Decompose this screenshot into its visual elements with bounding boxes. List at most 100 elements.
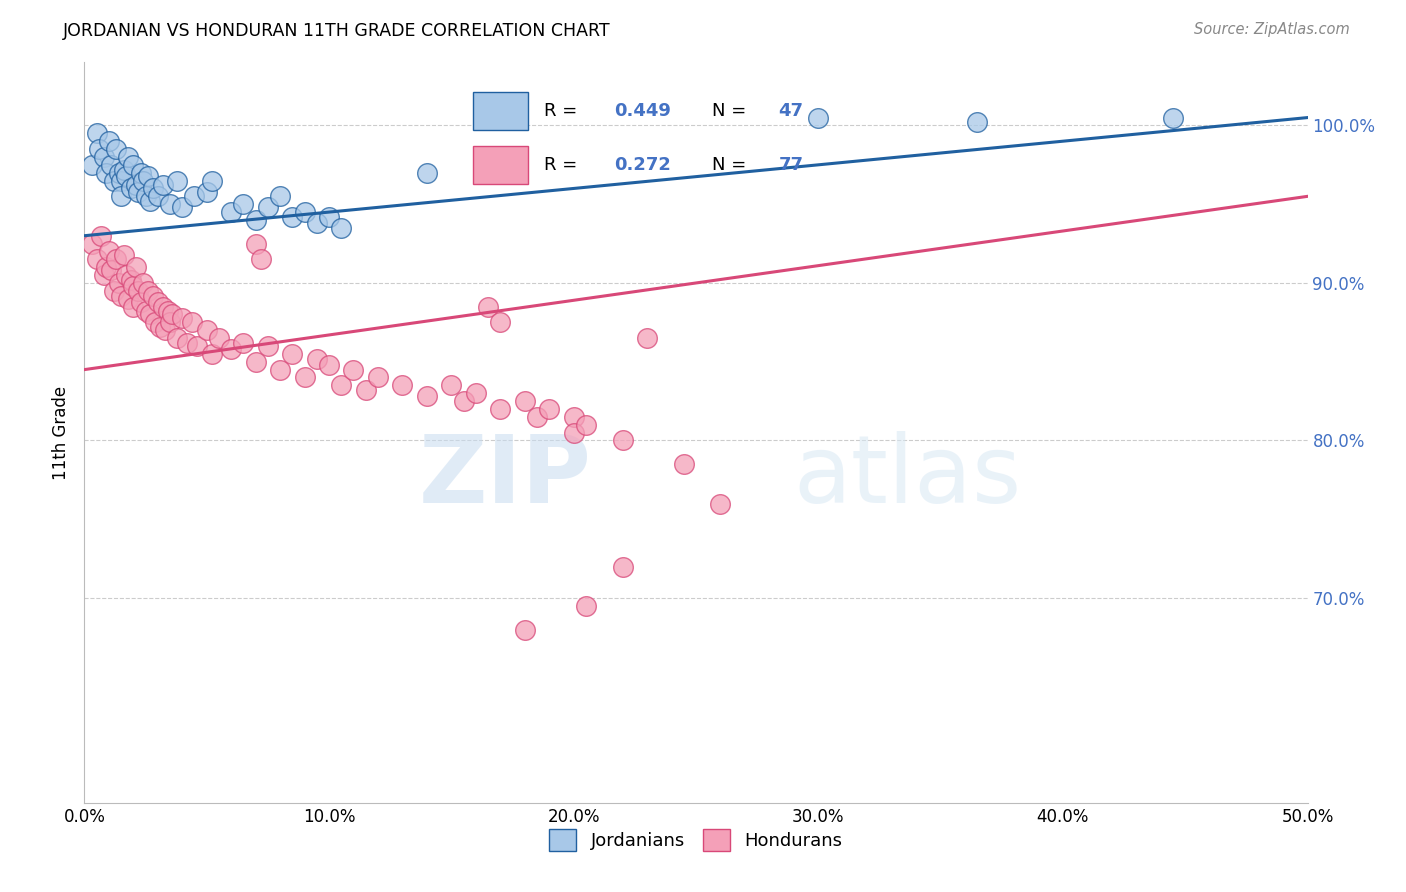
- Point: [562, 409, 585, 424]
- Point: [127, 185, 149, 199]
- Point: [93, 268, 115, 282]
- Point: [807, 111, 830, 125]
- Point: [416, 166, 439, 180]
- Point: [183, 189, 205, 203]
- Point: [112, 247, 135, 261]
- Point: [107, 276, 129, 290]
- Point: [103, 173, 125, 187]
- Point: [143, 315, 166, 329]
- Point: [122, 300, 145, 314]
- Point: [477, 300, 499, 314]
- Point: [245, 236, 267, 251]
- Point: [105, 142, 128, 156]
- Point: [257, 200, 280, 214]
- Point: [96, 166, 118, 180]
- Point: [294, 205, 316, 219]
- Point: [249, 252, 271, 267]
- Point: [416, 389, 439, 403]
- Point: [966, 115, 988, 129]
- Text: atlas: atlas: [794, 431, 1022, 523]
- Point: [146, 294, 169, 309]
- Point: [575, 417, 598, 432]
- Point: [129, 294, 152, 309]
- Point: [281, 210, 304, 224]
- Point: [122, 158, 145, 172]
- Y-axis label: 11th Grade: 11th Grade: [52, 385, 70, 480]
- Point: [367, 370, 389, 384]
- Point: [176, 335, 198, 350]
- Point: [132, 173, 155, 187]
- Point: [1161, 111, 1184, 125]
- Point: [305, 216, 328, 230]
- Point: [86, 252, 108, 267]
- Point: [200, 173, 222, 187]
- Point: [112, 162, 135, 177]
- Point: [105, 252, 128, 267]
- Point: [636, 331, 658, 345]
- Point: [612, 434, 634, 448]
- Legend: Jordanians, Hondurans: Jordanians, Hondurans: [540, 821, 852, 861]
- Text: JORDANIAN VS HONDURAN 11TH GRADE CORRELATION CHART: JORDANIAN VS HONDURAN 11TH GRADE CORRELA…: [63, 22, 610, 40]
- Point: [120, 181, 142, 195]
- Point: [93, 150, 115, 164]
- Point: [186, 339, 208, 353]
- Point: [110, 173, 132, 187]
- Point: [464, 386, 486, 401]
- Point: [125, 260, 148, 275]
- Point: [142, 288, 165, 302]
- Point: [129, 166, 152, 180]
- Point: [127, 284, 149, 298]
- Point: [281, 347, 304, 361]
- Point: [453, 394, 475, 409]
- Text: ZIP: ZIP: [419, 431, 592, 523]
- Point: [107, 166, 129, 180]
- Point: [80, 236, 103, 251]
- Point: [269, 189, 291, 203]
- Point: [245, 213, 267, 227]
- Point: [245, 355, 267, 369]
- Point: [100, 158, 122, 172]
- Point: [120, 273, 142, 287]
- Point: [87, 142, 110, 156]
- Point: [354, 383, 377, 397]
- Text: Source: ZipAtlas.com: Source: ZipAtlas.com: [1194, 22, 1350, 37]
- Point: [159, 315, 181, 329]
- Point: [135, 304, 157, 318]
- Point: [526, 409, 548, 424]
- Point: [562, 425, 585, 440]
- Point: [153, 323, 176, 337]
- Point: [575, 599, 598, 613]
- Point: [232, 197, 254, 211]
- Point: [117, 150, 139, 164]
- Point: [538, 402, 561, 417]
- Point: [195, 185, 218, 199]
- Point: [136, 284, 159, 298]
- Point: [110, 288, 132, 302]
- Point: [103, 284, 125, 298]
- Point: [208, 331, 231, 345]
- Point: [97, 244, 120, 259]
- Point: [219, 342, 242, 356]
- Point: [132, 276, 155, 290]
- Point: [200, 347, 222, 361]
- Point: [391, 378, 413, 392]
- Point: [489, 402, 512, 417]
- Point: [195, 323, 218, 337]
- Point: [318, 210, 340, 224]
- Point: [330, 378, 353, 392]
- Point: [318, 358, 340, 372]
- Point: [513, 394, 536, 409]
- Point: [139, 194, 162, 208]
- Point: [122, 279, 145, 293]
- Point: [172, 310, 194, 325]
- Point: [162, 308, 184, 322]
- Point: [146, 189, 169, 203]
- Point: [96, 260, 118, 275]
- Point: [440, 378, 463, 392]
- Point: [342, 362, 364, 376]
- Point: [136, 169, 159, 183]
- Point: [232, 335, 254, 350]
- Point: [166, 331, 188, 345]
- Point: [305, 351, 328, 366]
- Point: [166, 173, 188, 187]
